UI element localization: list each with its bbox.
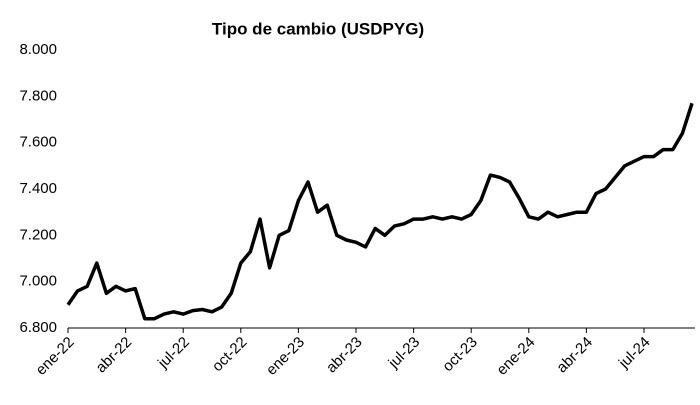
line [66,102,694,321]
x-tick-label: ene-23 [263,334,308,379]
x-tick-label: jul-24 [615,334,654,373]
x-tick-label: abr-23 [323,334,366,377]
chart-title: Tipo de cambio (USDPYG) [212,19,424,38]
x-tick-label: abr-22 [93,334,136,377]
x-tick-label: ene-24 [493,334,538,379]
x-tick-label: abr-24 [553,334,596,377]
x-tick-label: ene-22 [33,334,78,379]
y-tick-label: 7.800 [19,87,57,104]
y-tick-label: 6.800 [19,319,57,336]
y-tick-label: 7.200 [19,226,57,243]
x-tick-label: jul-23 [385,334,424,373]
y-tick-label: 7.400 [19,180,57,197]
x-tick-label: oct-23 [439,334,481,376]
x-tick-label: oct-22 [209,334,251,376]
y-tick-label: 7.600 [19,134,57,151]
x-tick-label: jul-22 [154,334,193,373]
y-tick-label: 8.000 [19,41,57,58]
y-tick-label: 7.000 [19,273,57,290]
